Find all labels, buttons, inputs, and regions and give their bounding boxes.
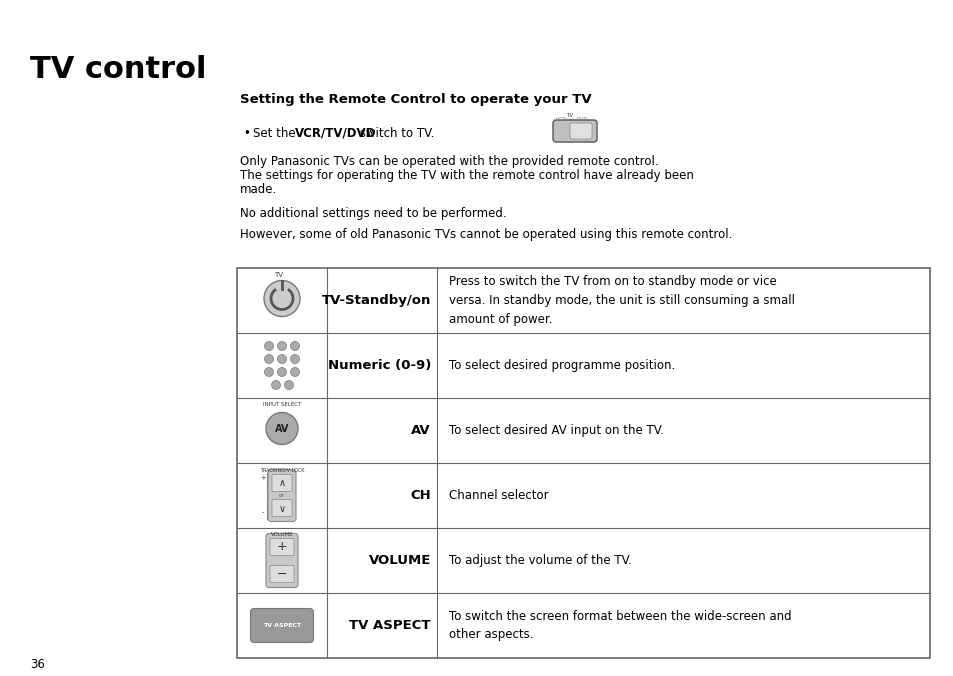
Text: •: • (243, 127, 250, 140)
Circle shape (277, 354, 286, 364)
Text: TV: TV (274, 272, 283, 278)
Text: Setting the Remote Control to operate your TV: Setting the Remote Control to operate yo… (240, 93, 591, 106)
Text: switch to TV.: switch to TV. (355, 127, 434, 140)
Text: Press to switch the TV from on to standby mode or vice
versa. In standby mode, t: Press to switch the TV from on to standb… (449, 276, 794, 326)
Bar (236, 268, 929, 658)
Text: INPUT SELECT: INPUT SELECT (263, 402, 301, 407)
Text: VOLUME: VOLUME (271, 532, 293, 537)
Text: To select desired programme position.: To select desired programme position. (449, 359, 675, 372)
Text: The settings for operating the TV with the remote control have already been: The settings for operating the TV with t… (240, 169, 693, 182)
FancyBboxPatch shape (553, 120, 597, 142)
Text: AV: AV (274, 423, 289, 433)
Circle shape (264, 368, 274, 377)
Text: To select desired AV input on the TV.: To select desired AV input on the TV. (449, 424, 663, 437)
Circle shape (264, 341, 274, 350)
Circle shape (291, 341, 299, 350)
Circle shape (264, 354, 274, 364)
Text: To adjust the volume of the TV.: To adjust the volume of the TV. (449, 554, 631, 567)
Text: TRACKING/V-LOCK: TRACKING/V-LOCK (259, 467, 304, 472)
Circle shape (264, 281, 299, 316)
Text: Numeric (0-9): Numeric (0-9) (327, 359, 431, 372)
Text: ∨: ∨ (278, 504, 285, 514)
FancyBboxPatch shape (268, 470, 295, 521)
FancyBboxPatch shape (569, 123, 592, 139)
Text: TV ASPECT: TV ASPECT (263, 623, 301, 628)
Text: TV ASPECT: TV ASPECT (349, 619, 431, 632)
Text: AV: AV (411, 424, 431, 437)
Text: Channel selector: Channel selector (449, 489, 548, 502)
FancyBboxPatch shape (272, 475, 292, 491)
Text: No additional settings need to be performed.: No additional settings need to be perfor… (240, 207, 506, 220)
Text: or: or (279, 493, 285, 498)
FancyBboxPatch shape (272, 500, 292, 516)
FancyBboxPatch shape (270, 539, 294, 556)
Text: Only Panasonic TVs can be operated with the provided remote control.: Only Panasonic TVs can be operated with … (240, 155, 658, 168)
FancyBboxPatch shape (251, 608, 314, 642)
Text: TV control: TV control (30, 55, 206, 84)
Circle shape (266, 412, 297, 445)
Text: 36: 36 (30, 658, 45, 671)
Text: made.: made. (240, 183, 277, 196)
Text: TV-Standby/on: TV-Standby/on (321, 294, 431, 307)
Text: -: - (261, 510, 264, 516)
Circle shape (284, 381, 294, 389)
Circle shape (277, 368, 286, 377)
Text: VCR/TV/DVD: VCR/TV/DVD (294, 127, 376, 140)
Circle shape (291, 354, 299, 364)
Text: CH: CH (410, 489, 431, 502)
Text: However, some of old Panasonic TVs cannot be operated using this remote control.: However, some of old Panasonic TVs canno… (240, 228, 732, 241)
Text: VCR ▸▸▸ DVD: VCR ▸▸▸ DVD (556, 117, 587, 122)
Circle shape (277, 341, 286, 350)
Text: TV: TV (566, 113, 573, 118)
Text: Set the: Set the (253, 127, 299, 140)
Text: VOLUME: VOLUME (368, 554, 431, 567)
FancyBboxPatch shape (270, 566, 294, 583)
Circle shape (272, 381, 280, 389)
Text: To switch the screen format between the wide-screen and
other aspects.: To switch the screen format between the … (449, 610, 791, 642)
Text: ∧: ∧ (278, 477, 285, 487)
Text: −: − (276, 568, 287, 581)
Circle shape (291, 368, 299, 377)
FancyBboxPatch shape (266, 533, 297, 587)
Text: +: + (276, 540, 287, 553)
Text: +: + (260, 475, 266, 481)
